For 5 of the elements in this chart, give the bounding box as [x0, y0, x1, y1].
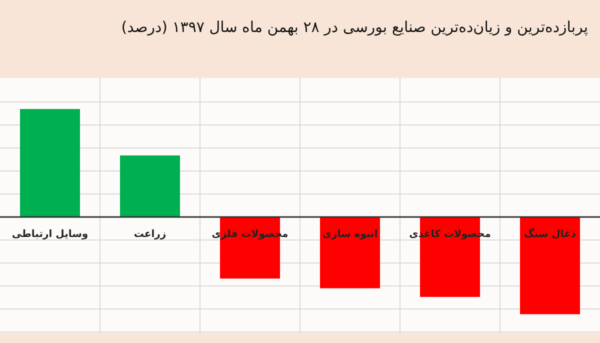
xtick: وسایل ارتباطی [12, 229, 88, 240]
title: پربازده‌ترین و زیان‌ده‌ترین صنایع بورسی در ۲۸ بهمن ماه سال ۱۳۹۷ (درصد) [121, 18, 588, 36]
xtick: انبوه سازی [322, 229, 378, 240]
xtick: زراعت [134, 229, 166, 240]
xtick: ذغال سنگ [524, 229, 576, 240]
